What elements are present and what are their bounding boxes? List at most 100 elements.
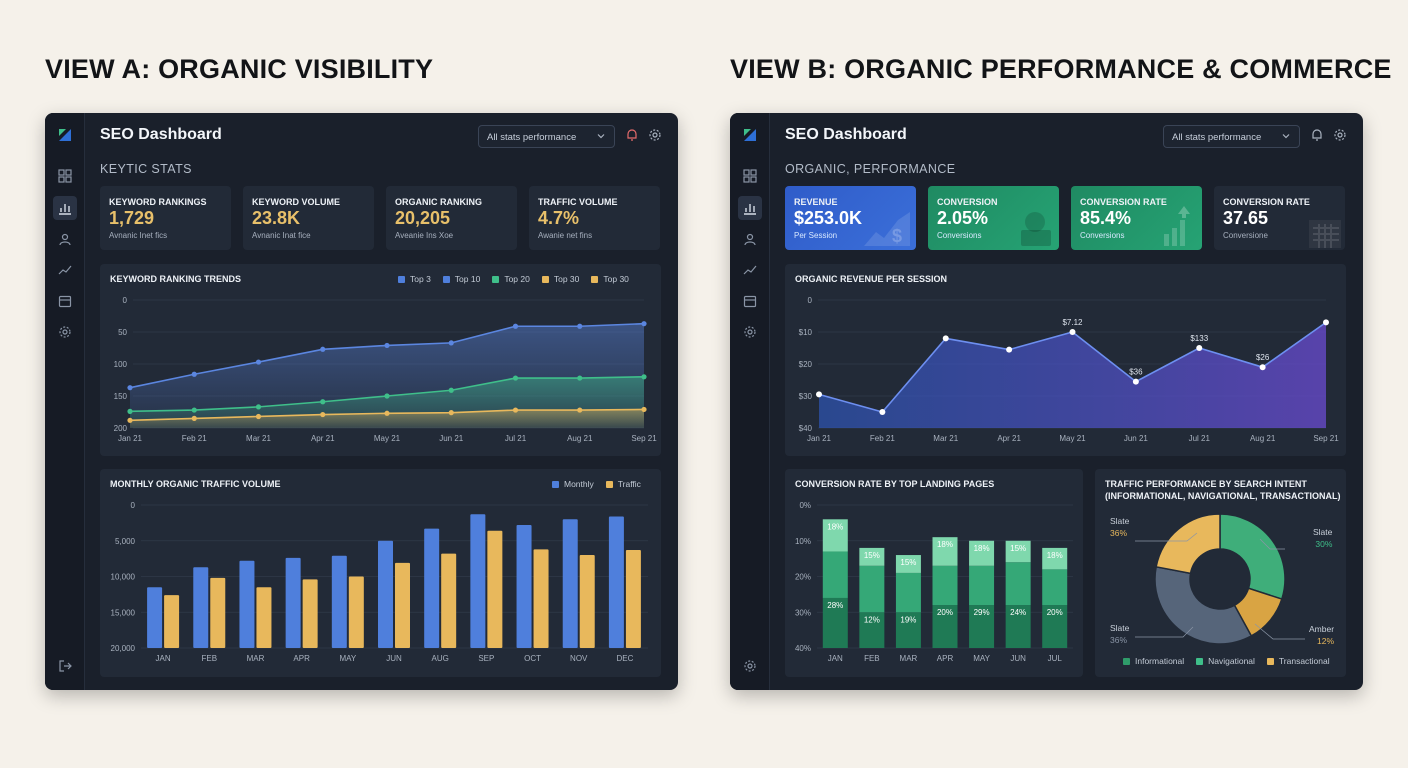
data-label: 20% [937,608,953,617]
data-point [127,408,133,414]
users-icon[interactable] [738,227,762,251]
kpi-label: KEYWORD VOLUME [252,197,341,207]
x-tick-label: SEP [478,654,494,663]
data-point [255,413,262,420]
data-label: 12% [864,615,880,624]
calendar-icon[interactable] [738,289,762,313]
grid-icon[interactable] [738,164,762,188]
logout-icon[interactable] [53,654,77,678]
data-label: 28% [827,601,843,610]
settings-icon[interactable] [738,320,762,344]
search-intent-donut [1135,513,1305,645]
bar-segment [1005,562,1031,606]
kpi-card: TRAFFIC VOLUME 4.7% Awanie net fins [529,186,660,250]
x-tick-label: Jul 21 [1189,434,1211,443]
dropdown-value: All stats performance [1172,132,1262,143]
y-tick-label: 10% [795,537,811,546]
bar [331,555,347,648]
bar [487,530,503,648]
kpi-label: CONVERSION [937,197,998,207]
legend-swatch [552,481,559,488]
y-tick-label: 40% [795,644,811,653]
trend-icon[interactable] [738,258,762,282]
bell-icon[interactable] [625,128,639,142]
x-tick-label: Mar 21 [933,434,958,443]
data-point [384,393,390,399]
data-label: 20% [1047,608,1063,617]
chart-legend: Informational Navigational Transactional [1123,656,1330,666]
legend-swatch [1123,658,1130,665]
search-intent-card: TRAFFIC PERFORMANCE BY SEARCH INTENT (IN… [1095,469,1346,677]
kpi-value: 23.8K [252,208,301,228]
data-label: $26 [1256,353,1270,362]
data-point [448,340,454,346]
shopping-cart-icon [1021,212,1051,246]
data-point [512,407,519,413]
traffic-volume-card: MONTHLY ORGANIC TRAFFIC VOLUME Monthly Tr… [100,469,661,677]
data-point [641,321,647,327]
grid-icon[interactable] [53,164,77,188]
y-tick-label: $30 [799,392,813,401]
calendar-icon[interactable] [53,289,77,313]
legend-swatch [1266,658,1274,665]
bell-icon[interactable] [1310,128,1324,142]
gear-icon[interactable] [1333,128,1347,142]
kpi-value: 37.65 [1223,208,1269,228]
settings-icon[interactable] [53,320,77,344]
legend-swatch [605,481,613,488]
bar-segment [859,565,885,613]
stats-dropdown[interactable]: All stats performance [1163,125,1300,148]
data-point [577,407,583,413]
bar-chart-icon[interactable] [53,196,77,220]
leader-line [1259,538,1285,550]
bar [210,577,226,648]
data-point [641,406,647,413]
gear-icon[interactable] [648,128,662,142]
logo-icon [59,129,71,141]
data-point [942,335,949,342]
kpi-value: 20,205 [395,208,451,228]
gear-icon[interactable] [738,654,762,678]
kpi-label: TRAFFIC VOLUME [538,197,618,207]
data-label: 18% [937,540,953,549]
chart-title: MONTHLY ORGANIC TRAFFIC VOLUME [110,479,281,489]
data-point [384,342,390,349]
bar-chart-icon[interactable] [738,196,762,220]
growth-bars-icon [1164,206,1190,246]
bar-segment [822,519,848,552]
calendar-grid-icon [1309,220,1341,248]
legend-swatch [492,276,500,283]
legend-item: Transactional [1266,656,1330,666]
bar [395,562,410,648]
legend-item: Top 30 [541,274,579,284]
x-tick-label: AUG [432,654,449,663]
bar-segment [932,605,958,648]
stats-dropdown[interactable]: All stats performance [478,125,615,148]
x-tick-label: MAR [900,654,918,663]
legend-swatch [541,276,549,283]
bar [470,514,486,648]
bar-segment [969,540,995,566]
x-tick-label: MAY [973,654,990,663]
kpi-label: ORGANIC RANKING [395,197,482,207]
users-icon[interactable] [53,227,77,251]
x-tick-label: Feb 21 [870,434,895,443]
bar [193,567,209,648]
bar-segment [1005,540,1031,563]
y-tick-label: 0% [799,501,811,510]
legend-swatch [442,276,450,283]
x-tick-label: APR [937,654,954,663]
y-tick-label: 10,000 [111,573,136,582]
legend-swatch [398,276,405,283]
data-point [384,410,390,416]
x-tick-label: DEC [616,654,633,663]
pie-slice [1219,513,1286,601]
y-tick-label: 0 [808,296,813,305]
leader-line [1254,623,1305,640]
kpi-subtitle: Per Session [794,231,838,240]
data-label: $7.12 [1062,318,1083,327]
chart-subtitle: (INFORMATIONAL, NAVIGATIONAL, TRANSACTIO… [1105,491,1341,501]
y-tick-label: 15,000 [111,608,136,617]
trend-icon[interactable] [53,258,77,282]
kpi-value: 85.4% [1080,208,1132,228]
